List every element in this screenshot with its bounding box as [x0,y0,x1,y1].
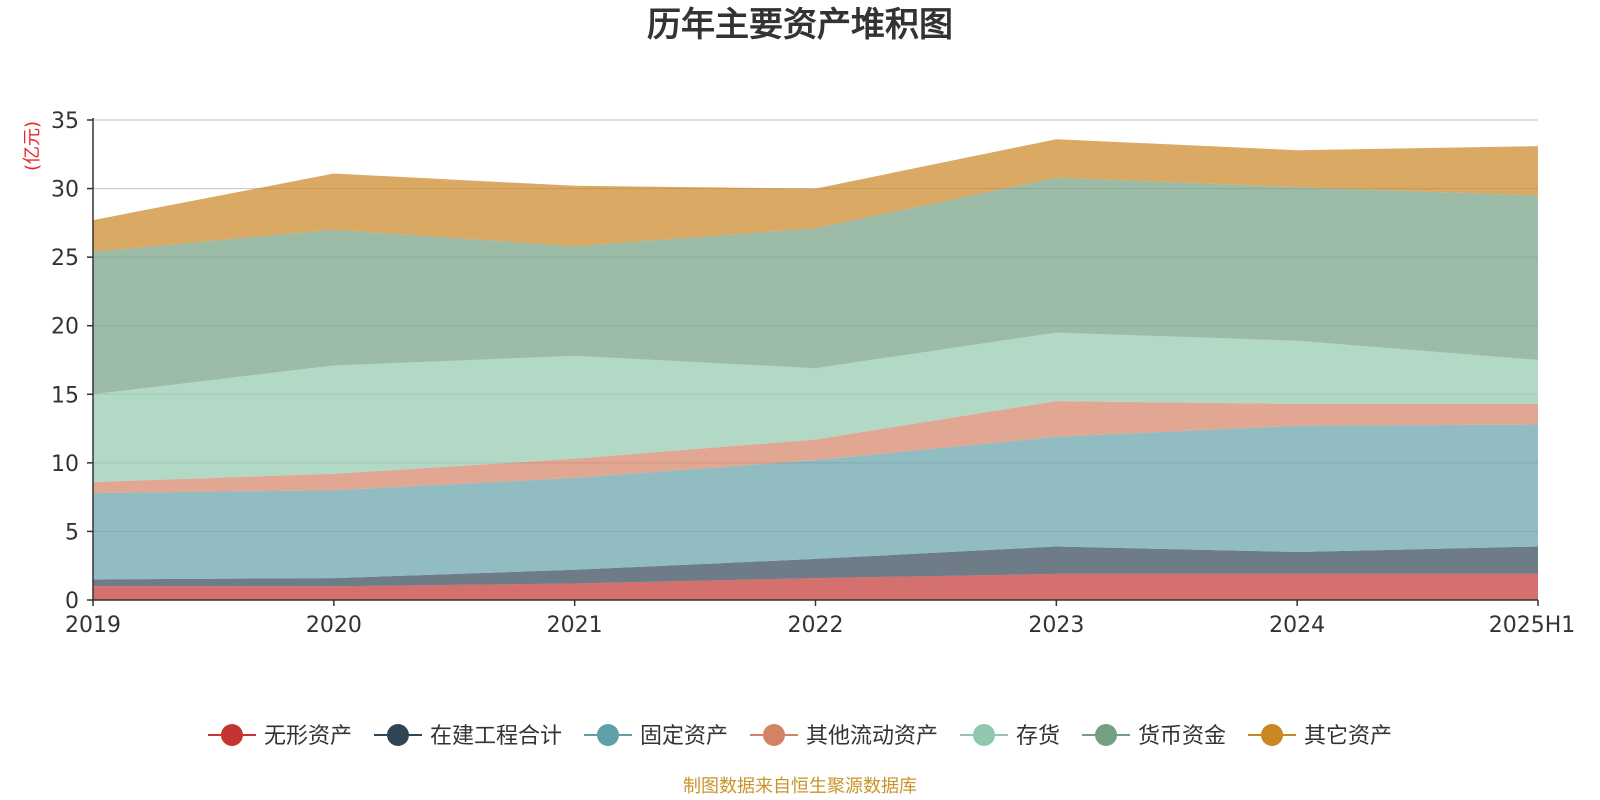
y-tick-label: 20 [51,315,79,340]
area-series-1 [93,573,1538,600]
legend-label: 其它资产 [1304,724,1392,749]
area-series [93,139,1538,600]
legend-item-1[interactable]: 无形资产 [207,724,352,749]
y-tick-label: 5 [65,520,79,545]
x-tick-label: 2022 [788,613,844,638]
legend-marker-icon [973,724,996,746]
area-series-4 [93,401,1538,493]
x-tick-label: 2024 [1269,613,1325,638]
area-series-2 [93,546,1538,587]
data-source-note: 制图数据来自恒生聚源数据库 [683,776,917,797]
legend-marker-icon [762,724,785,746]
legend-label: 其他流动资产 [806,724,938,749]
y-tick-label: 15 [51,383,79,408]
legend-label: 货币资金 [1138,724,1226,749]
x-tick-label: 2020 [306,613,362,638]
legend-marker-icon [386,724,409,746]
legend-item-4[interactable]: 其他流动资产 [749,724,938,749]
legend-item-2[interactable]: 在建工程合计 [373,724,562,749]
legend-label: 无形资产 [264,724,352,749]
x-tick-label: 2021 [547,613,603,638]
legend-label: 在建工程合计 [430,724,562,749]
area-series-7 [93,139,1538,252]
legend-item-6[interactable]: 货币资金 [1082,724,1226,749]
legend-marker-icon [220,724,243,746]
chart-title: 历年主要资产堆积图 [647,5,953,45]
y-tick-label: 25 [51,246,79,271]
area-series-5 [93,332,1538,483]
y-axis-unit-label: (亿元) [22,121,43,171]
legend-marker-icon [1261,724,1284,746]
legend-marker-icon [1095,724,1118,746]
area-series-6 [93,177,1538,395]
legend[interactable]: 无形资产 在建工程合计 固定资产 其他流动资产 存货 货币资金 其它资产 [207,724,1392,749]
x-tick-label: 2019 [65,613,121,638]
legend-item-5[interactable]: 存货 [960,724,1060,749]
x-tick-label: 2023 [1028,613,1084,638]
legend-item-7[interactable]: 其它资产 [1248,724,1392,749]
x-tick-label: 2025H1 [1489,613,1576,638]
y-tick-label: 0 [65,589,79,614]
legend-label: 存货 [1016,724,1060,749]
area-series-3 [93,424,1538,580]
legend-label: 固定资产 [640,724,728,749]
axes: 0 5 10 15 20 25 30 35 2019 2020 2021 2022 2023 2024 20… [51,109,1575,638]
y-tick-label: 35 [51,109,79,134]
legend-marker-icon [596,724,619,746]
legend-item-3[interactable]: 固定资产 [583,724,728,749]
y-tick-label: 10 [51,452,79,477]
y-tick-label: 30 [51,178,79,203]
